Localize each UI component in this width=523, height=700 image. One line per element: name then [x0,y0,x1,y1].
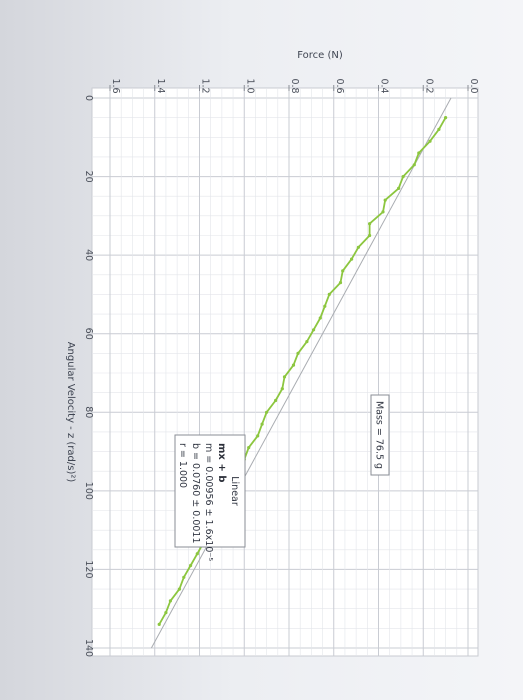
data-point [164,611,168,615]
data-point [168,599,172,603]
data-point [397,186,401,190]
y-tick-label: 1.6 [110,78,121,93]
fit-title: Linear [229,476,240,506]
data-point [327,292,331,296]
data-point [323,304,327,308]
data-point [260,422,264,426]
x-tick-label: 40 [83,249,94,261]
horizontal-gridlines [109,88,469,656]
fit-line-layer [150,97,452,649]
data-point [265,410,269,414]
x-tick-label: 140 [83,639,94,657]
data-point [444,116,448,120]
data-point [383,198,387,202]
x-tick-label: 120 [83,560,94,578]
data-point [305,340,309,344]
y-tick-label: 0.6 [334,78,345,93]
x-axis-title: Angular Velocity - z (rad/s)²) [65,342,76,483]
x-tick-label: 100 [83,482,94,500]
vertical-gridlines [92,97,478,649]
data-point [274,398,278,403]
data-point [356,245,360,249]
data-point [368,233,372,238]
data-point [280,387,284,391]
x-tick-label: 0 [83,95,94,101]
data-point [296,351,300,355]
x-tick-label: 20 [83,171,94,183]
fit-line [150,97,452,649]
data-point [338,281,343,285]
y-tick-label: 1.2 [200,78,211,93]
y-axis-title: Force (N) [297,50,343,61]
fit-intercept: b = 0.0760 ± 0.0011 [190,443,201,544]
data-point [195,552,199,556]
fit-slope: m = 0.00956 ± 1.6x10⁻⁵ [203,443,214,561]
y-tick-label: 0.8 [289,78,300,93]
mass-annotation-box: Mass = 76.5 g [370,394,390,476]
data-point [291,363,296,367]
x-axis-ticks: 0 20 40 60 80 100 120 140 [83,95,94,657]
data-point [428,139,432,143]
data-point [412,163,416,167]
data-point [401,175,405,179]
data-point [350,257,354,261]
data-point [282,375,287,379]
linear-fit-box: Linear mx + b m = 0.00956 ± 1.6x10⁻⁵ b =… [174,434,246,561]
data-point [177,587,181,591]
y-axis-ticks: 0.0 0.2 0.4 0.6 0.8 1.0 1.2 1.4 1.6 [109,78,479,94]
y-tick-label: 0.2 [423,78,434,93]
y-tick-label: 0.4 [379,78,390,93]
fit-correlation: r = 1.000 [177,443,188,488]
data-point [341,269,345,273]
data-point [437,127,441,131]
y-tick-label: 1.0 [244,78,255,93]
y-tick-label: 1.4 [155,78,166,93]
data-point [381,210,385,214]
data-point [157,622,161,627]
x-tick-label: 80 [83,406,94,418]
y-tick-label: 0.0 [468,78,479,93]
x-tick-label: 60 [83,328,94,340]
data-point [318,316,322,320]
plot-area [91,87,479,657]
data-point [368,222,372,226]
data-point [312,328,316,332]
data-point [256,434,260,438]
data-point [417,151,421,155]
mass-label: Mass = 76.5 g [374,401,385,469]
fit-equation: mx + b [216,443,227,482]
data-point [182,575,186,579]
data-point [189,563,193,568]
data-point [247,446,251,450]
